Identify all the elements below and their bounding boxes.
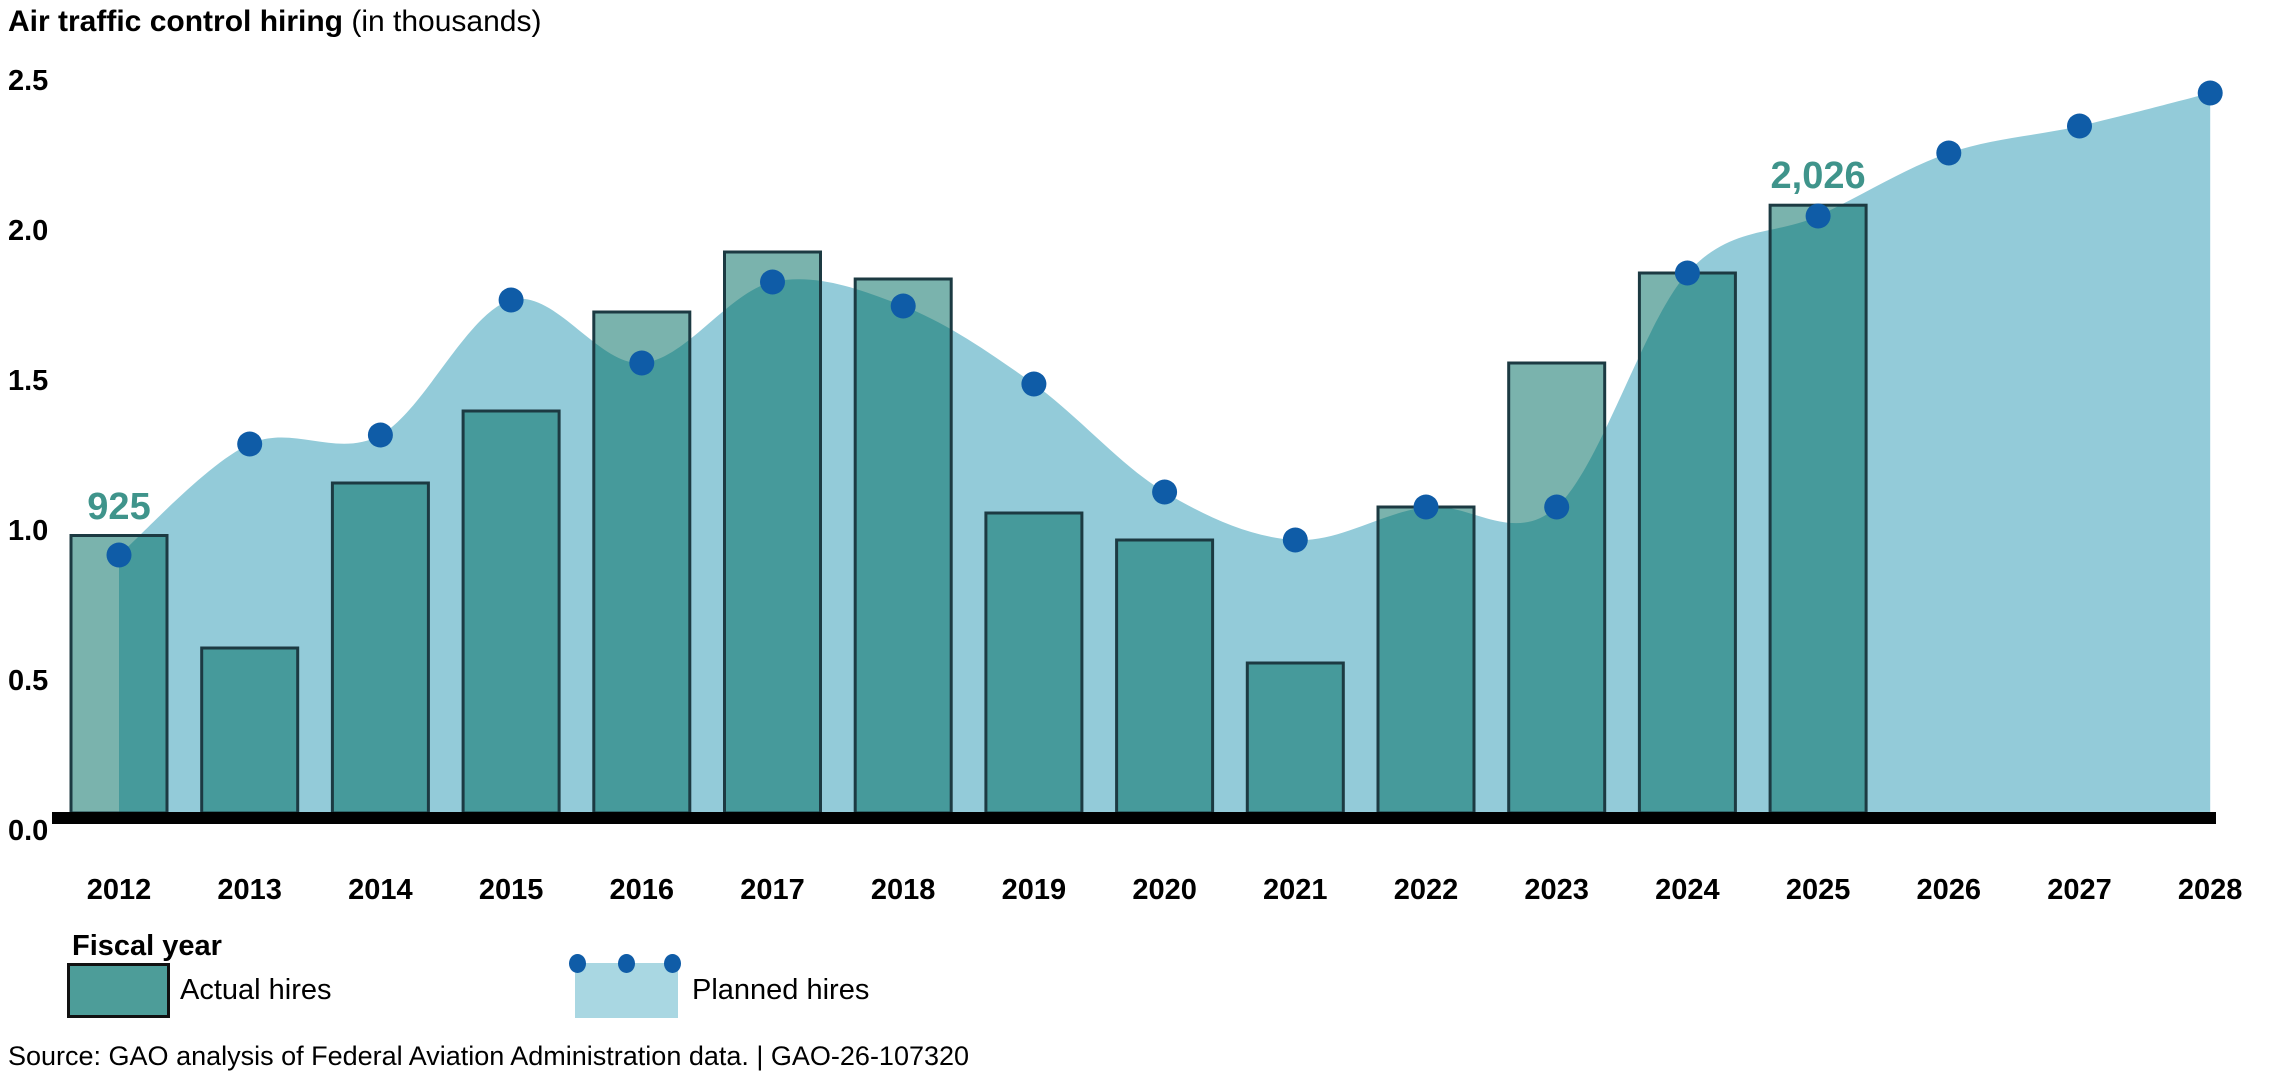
value-label-2025: 2,026 — [1770, 155, 1866, 198]
actual-hires-bar-2023 — [1507, 361, 1607, 815]
x-tick-label-2015: 2015 — [478, 874, 544, 906]
planned-hires-marker-2023 — [1544, 494, 1570, 520]
x-tick-label-2028: 2028 — [2177, 874, 2243, 906]
x-tick-label-2016: 2016 — [609, 874, 675, 906]
x-tick-label-2024: 2024 — [1655, 874, 1720, 906]
planned-hires-marker-2028 — [2197, 80, 2223, 106]
x-tick-label-2019: 2019 — [1001, 874, 1067, 906]
legend-marker-dot-icon — [664, 954, 681, 973]
planned-hires-marker-2026 — [1936, 140, 1962, 166]
actual-hires-bar-2019 — [984, 511, 1084, 815]
actual-hires-bar-2020 — [1115, 538, 1215, 815]
planned-hires-marker-2020 — [1152, 479, 1178, 505]
x-tick-label-2023: 2023 — [1524, 874, 1589, 906]
y-tick-label-2.5: 2.5 — [8, 65, 49, 97]
source-citation: Source: GAO analysis of Federal Aviation… — [8, 1041, 970, 1071]
legend-label-planned-hires: Planned hires — [692, 974, 870, 1006]
planned-hires-marker-2017 — [760, 269, 785, 295]
legend-label-actual-hires: Actual hires — [180, 974, 332, 1006]
chart-title-units: (in thousands) — [351, 5, 542, 38]
y-tick-label-2.0: 2.0 — [8, 215, 49, 247]
x-axis-title: Fiscal year — [72, 930, 222, 962]
legend-marker-dot-icon — [618, 954, 635, 973]
actual-hires-bar-2025 — [1768, 203, 1868, 815]
actual-hires-bar-2018 — [853, 277, 953, 815]
actual-hires-bar-2014 — [330, 481, 430, 815]
y-tick-label-1.5: 1.5 — [8, 365, 49, 397]
planned-hires-marker-2013 — [237, 431, 263, 457]
value-label-2012: 925 — [87, 485, 151, 528]
x-tick-label-2018: 2018 — [870, 874, 936, 906]
planned-hires-marker-2015 — [498, 287, 524, 313]
x-tick-label-2012: 2012 — [86, 874, 152, 906]
legend-marker-dot-icon — [569, 954, 586, 973]
x-tick-label-2022: 2022 — [1393, 874, 1459, 906]
x-axis-line — [52, 812, 2216, 824]
planned-hires-marker-2019 — [1021, 371, 1047, 397]
x-tick-label-2021: 2021 — [1263, 874, 1328, 906]
actual-hires-bar-2022 — [1376, 505, 1476, 815]
chart-title-main: Air traffic control hiring — [8, 5, 352, 38]
planned-hires-marker-2021 — [1282, 527, 1308, 553]
x-tick-label-2014: 2014 — [348, 874, 413, 906]
x-tick-label-2020: 2020 — [1132, 874, 1197, 906]
planned-hires-marker-2024 — [1674, 260, 1700, 286]
actual-hires-bar-2017 — [723, 250, 822, 815]
actual-hires-bar-2012 — [69, 534, 169, 815]
actual-hires-bar-2024 — [1637, 271, 1737, 815]
x-tick-label-2013: 2013 — [217, 874, 282, 906]
legend-swatch-actual-hires — [67, 963, 170, 1018]
planned-hires-marker-2016 — [629, 350, 655, 376]
actual-hires-bar-2021 — [1245, 661, 1345, 815]
chart-title: Air traffic control hiring (in thousands… — [8, 4, 541, 40]
y-tick-label-0.5: 0.5 — [8, 665, 49, 697]
planned-hires-marker-2012 — [106, 542, 132, 568]
x-tick-label-2025: 2025 — [1785, 874, 1851, 906]
x-tick-label-2027: 2027 — [2047, 874, 2112, 906]
actual-hires-bar-2013 — [200, 646, 300, 815]
planned-hires-marker-2022 — [1413, 494, 1439, 520]
actual-hires-bar-2015 — [461, 409, 561, 815]
y-tick-label-0.0: 0.0 — [8, 815, 49, 847]
planned-hires-marker-2025 — [1805, 203, 1831, 229]
legend-swatch-planned-hires — [569, 954, 681, 1018]
planned-hires-marker-2014 — [367, 422, 393, 448]
x-tick-label-2017: 2017 — [740, 874, 805, 906]
actual-hires-bar-2016 — [592, 310, 692, 815]
planned-hires-marker-2027 — [2067, 113, 2092, 139]
x-tick-label-2026: 2026 — [1916, 874, 1982, 906]
planned-hires-marker-2018 — [890, 293, 916, 319]
y-tick-label-1.0: 1.0 — [8, 515, 49, 547]
